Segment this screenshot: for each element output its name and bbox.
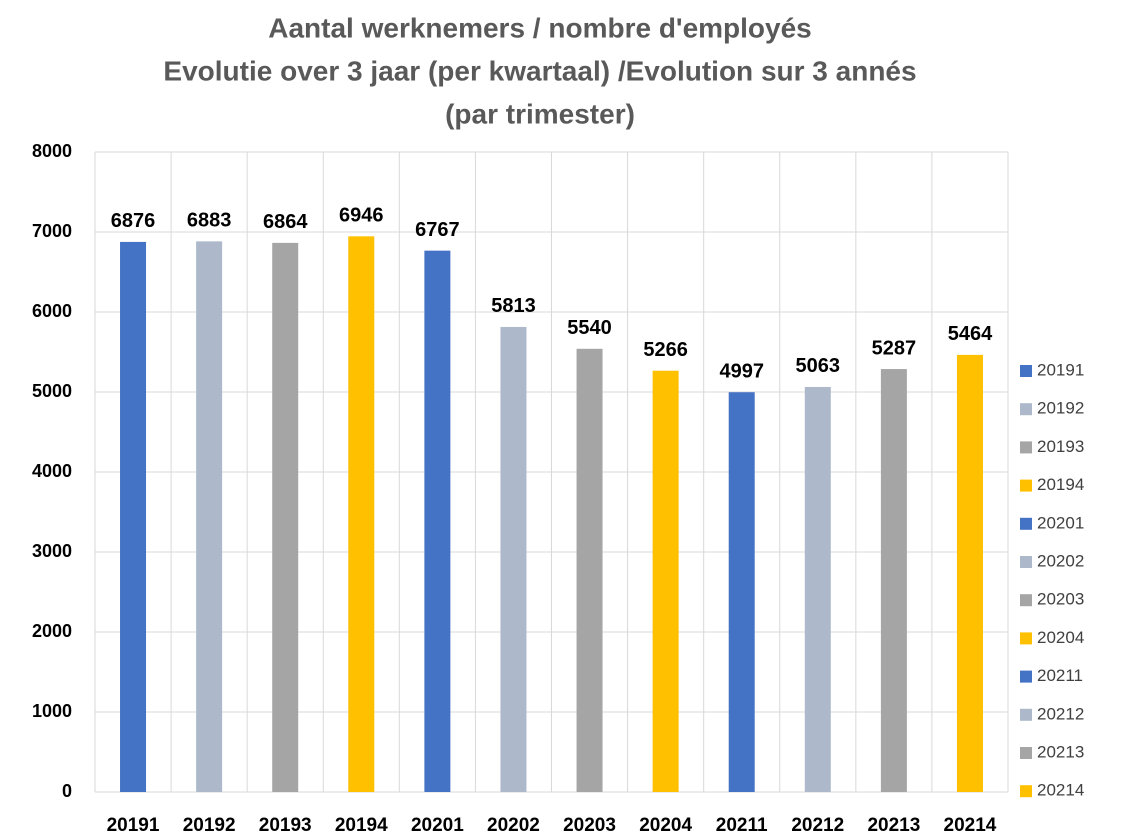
bar <box>804 386 831 792</box>
bar <box>424 250 451 792</box>
bar <box>576 348 603 792</box>
legend-swatch <box>1020 556 1032 568</box>
data-label: 5266 <box>643 339 688 361</box>
bar <box>196 241 223 793</box>
x-tick-label: 20191 <box>107 815 160 836</box>
legend-label: 20193 <box>1037 437 1084 456</box>
x-tick-label: 20194 <box>335 815 388 836</box>
legend-swatch <box>1020 365 1032 377</box>
x-tick-label: 20203 <box>563 815 616 836</box>
legend-label: 20213 <box>1037 742 1084 761</box>
bar <box>880 369 907 792</box>
chart-title: Aantal werknemers / nombre d'employés <box>268 12 812 43</box>
legend-label: 20201 <box>1037 513 1084 532</box>
legend-label: 20191 <box>1037 360 1084 379</box>
legend-swatch <box>1020 670 1032 683</box>
x-tick-label: 20202 <box>487 815 540 836</box>
bar <box>272 242 299 792</box>
bar <box>348 236 375 792</box>
data-label: 6864 <box>263 211 308 233</box>
data-label: 5287 <box>872 337 917 359</box>
bar <box>956 354 983 792</box>
legend-label: 20212 <box>1037 704 1084 723</box>
y-tick-label: 4000 <box>32 461 72 481</box>
chart-title: (par trimester) <box>445 98 635 129</box>
x-tick-label: 20212 <box>791 815 844 836</box>
data-label: 5063 <box>796 355 841 377</box>
y-tick-label: 7000 <box>32 221 72 241</box>
x-tick-label: 20201 <box>411 815 464 836</box>
y-tick-label: 5000 <box>32 381 72 401</box>
legend-swatch <box>1020 785 1032 798</box>
y-tick-label: 3000 <box>32 541 72 561</box>
legend-label: 20211 <box>1037 666 1083 685</box>
legend-label: 20192 <box>1037 399 1084 418</box>
legend-swatch <box>1020 708 1032 721</box>
legend-swatch <box>1020 747 1032 759</box>
data-label: 5813 <box>491 295 536 317</box>
data-label: 6883 <box>187 210 232 232</box>
legend-label: 20203 <box>1037 590 1084 609</box>
y-tick-label: 0 <box>62 781 72 801</box>
x-tick-label: 20214 <box>944 815 997 836</box>
legend-swatch <box>1020 403 1032 416</box>
bar <box>652 370 679 792</box>
legend-label: 20194 <box>1037 475 1084 494</box>
bar <box>728 392 755 792</box>
x-tick-label: 20193 <box>259 815 312 836</box>
legend-swatch <box>1020 479 1032 492</box>
data-label: 6767 <box>415 219 460 241</box>
data-label: 5540 <box>567 317 612 339</box>
bar <box>500 326 527 792</box>
legend-label: 20202 <box>1037 551 1084 570</box>
y-tick-label: 6000 <box>32 301 72 321</box>
bar <box>120 241 147 793</box>
y-tick-label: 2000 <box>32 621 72 641</box>
data-label: 5464 <box>948 323 993 345</box>
y-tick-label: 1000 <box>32 701 72 721</box>
data-label: 4997 <box>719 361 764 383</box>
x-tick-label: 20192 <box>183 815 236 836</box>
data-label: 6876 <box>111 210 156 232</box>
x-tick-label: 20211 <box>716 815 768 836</box>
legend-swatch <box>1020 594 1032 607</box>
legend-label: 20214 <box>1037 781 1084 800</box>
x-tick-label: 20213 <box>867 815 920 836</box>
y-tick-label: 8000 <box>32 141 72 161</box>
chart-title: Evolutie over 3 jaar (per kwartaal) /Evo… <box>163 55 916 86</box>
legend-swatch <box>1020 441 1032 454</box>
legend-swatch <box>1020 517 1032 530</box>
x-tick-label: 20204 <box>639 815 692 836</box>
data-label: 6946 <box>339 205 384 227</box>
legend-label: 20204 <box>1037 628 1084 647</box>
legend-swatch <box>1020 632 1032 645</box>
